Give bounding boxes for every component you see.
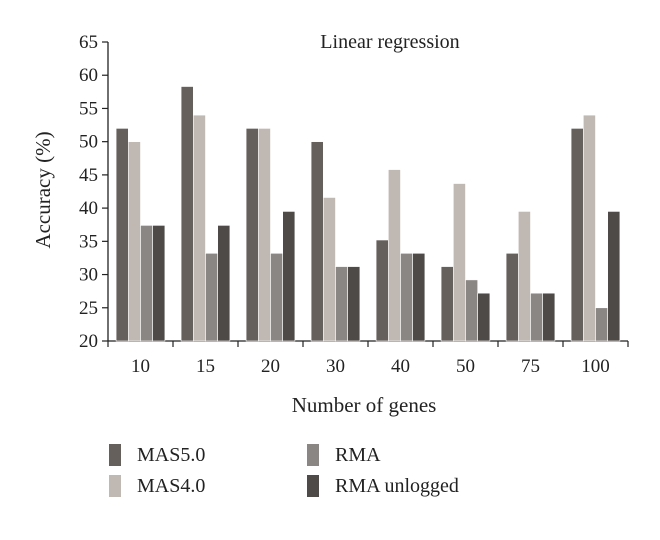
bars <box>115 86 621 342</box>
y-tick-labels: 20 25 30 35 40 45 50 55 60 65 <box>79 32 98 352</box>
bar <box>282 211 296 342</box>
x-tick-label: 40 <box>391 356 410 377</box>
bar <box>517 211 531 342</box>
bar <box>440 266 454 342</box>
legend-swatch <box>109 444 121 466</box>
x-tick-label: 15 <box>196 356 215 377</box>
bar <box>607 211 621 342</box>
legend-swatch <box>307 444 319 466</box>
y-tick-label: 45 <box>79 165 98 186</box>
bar <box>452 183 466 342</box>
chart-title: Linear regression <box>320 31 459 53</box>
y-tick-label: 60 <box>79 65 98 86</box>
legend-swatch <box>109 475 121 497</box>
legend-label: RMA unlogged <box>335 475 459 497</box>
legend-label: RMA <box>335 444 381 466</box>
y-tick-label: 65 <box>79 32 98 53</box>
bar <box>245 128 259 342</box>
bar <box>375 239 389 342</box>
bar <box>400 252 413 342</box>
bar <box>310 141 324 342</box>
y-tick-label: 40 <box>79 198 98 219</box>
x-tick-label: 75 <box>521 356 540 377</box>
y-tick-label: 20 <box>79 331 98 352</box>
x-tick-label: 50 <box>456 356 475 377</box>
bar <box>570 128 584 342</box>
y-tick-label: 50 <box>79 132 98 153</box>
bar <box>193 114 206 342</box>
x-tick-label: 20 <box>261 356 280 377</box>
bar <box>322 197 336 342</box>
bar <box>205 252 218 342</box>
bar <box>335 266 348 342</box>
bar <box>412 252 426 342</box>
bar <box>387 169 401 342</box>
x-axis-label: Number of genes <box>292 393 437 417</box>
bar <box>477 292 491 342</box>
bar <box>347 266 361 342</box>
bar <box>270 252 283 342</box>
bar <box>217 225 231 342</box>
x-tick-label: 100 <box>581 356 610 377</box>
bar <box>257 128 271 342</box>
bar <box>152 225 166 342</box>
y-tick-label: 25 <box>79 298 98 319</box>
bar <box>115 128 129 342</box>
bar <box>140 225 153 342</box>
y-tick-label: 55 <box>79 98 98 119</box>
bar <box>542 292 556 342</box>
legend: MAS5.0 MAS4.0 RMA RMA unlogged <box>109 444 459 497</box>
bar <box>505 252 519 342</box>
legend-label: MAS5.0 <box>137 444 205 466</box>
bar <box>128 141 141 342</box>
x-tick-label: 30 <box>326 356 345 377</box>
x-tick-label: 10 <box>131 356 150 377</box>
y-tick-label: 30 <box>79 265 98 286</box>
y-axis-label: Accuracy (%) <box>31 131 55 248</box>
legend-swatch <box>307 475 319 497</box>
legend-label: MAS4.0 <box>137 475 205 497</box>
bar <box>582 114 596 342</box>
bar <box>595 307 608 342</box>
bar <box>465 279 478 342</box>
bar <box>530 292 543 342</box>
y-tick-label: 35 <box>79 231 98 252</box>
x-tick-labels: 10 15 20 30 40 50 75 100 <box>131 356 610 377</box>
bar <box>180 86 194 342</box>
